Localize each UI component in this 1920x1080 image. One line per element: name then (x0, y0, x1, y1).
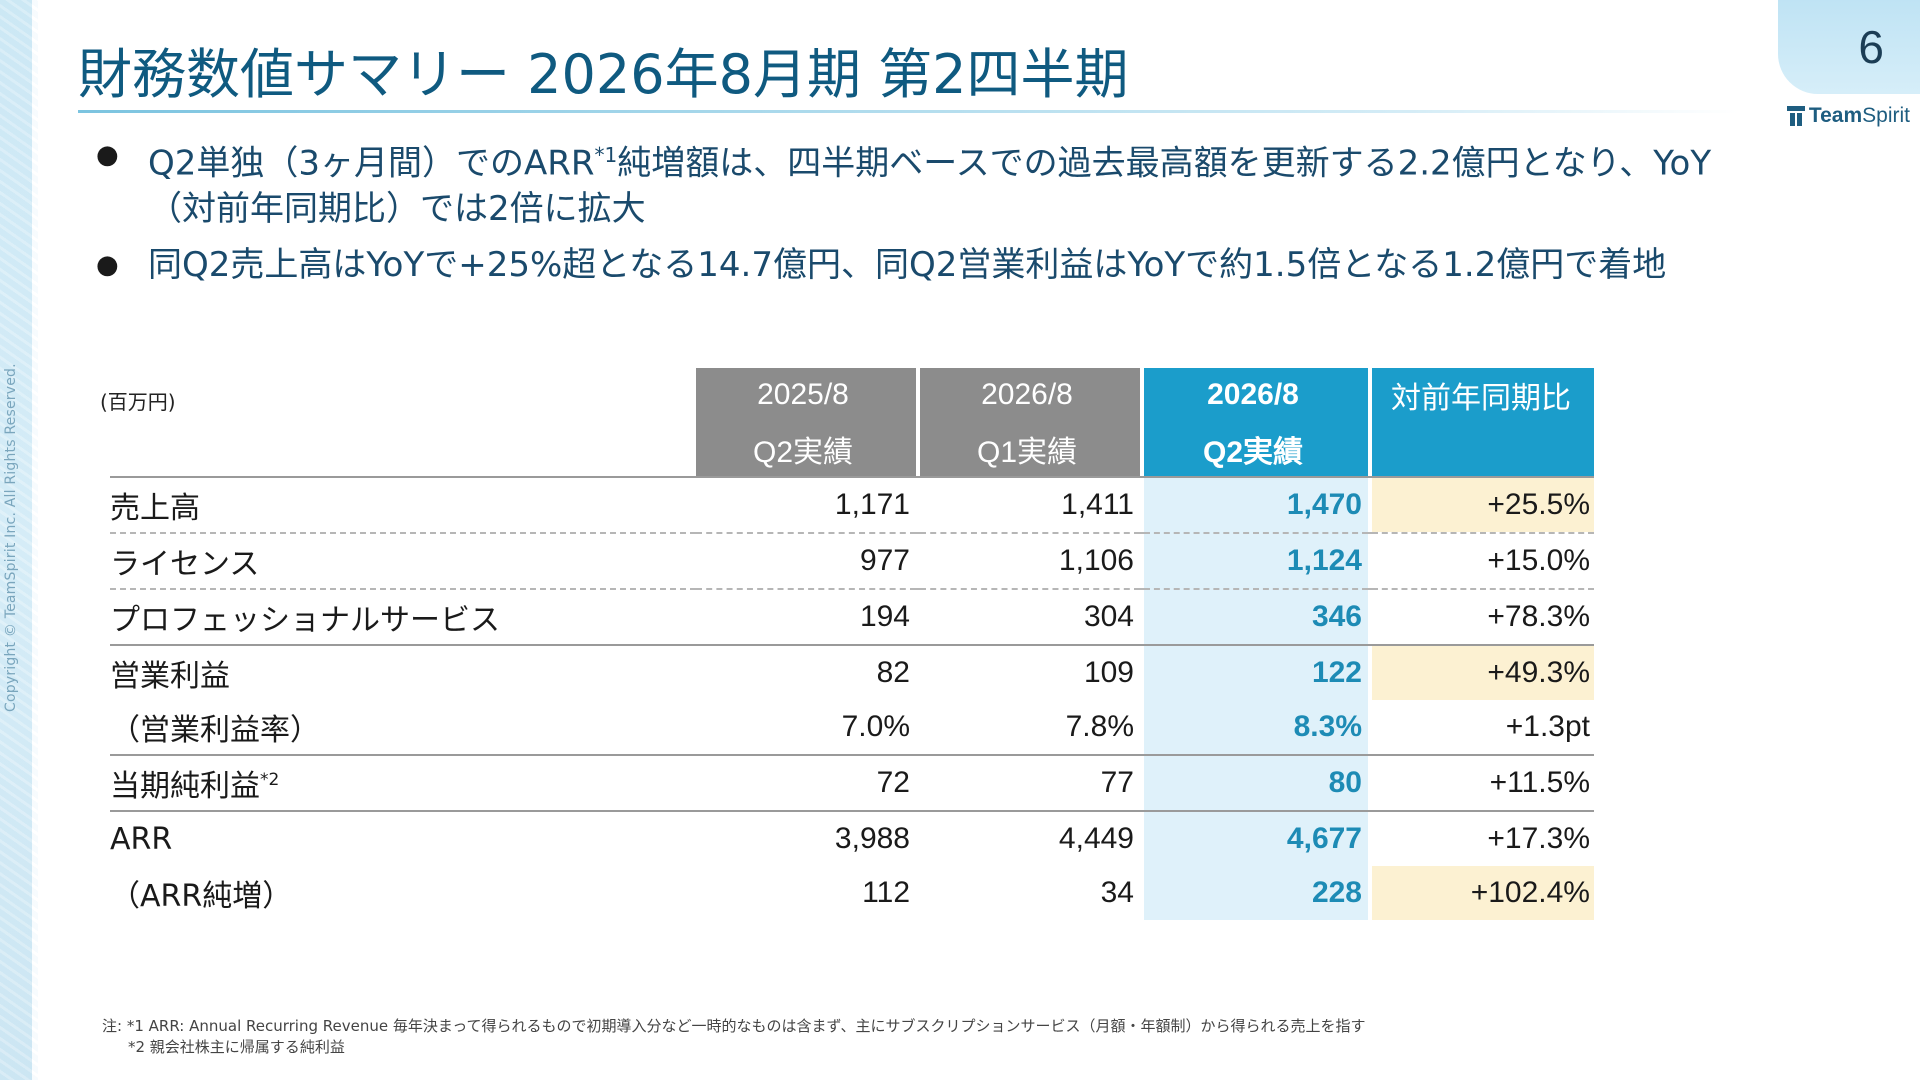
row-label: （ARR純増） (110, 879, 293, 914)
company-logo: TeamSpirit (1786, 104, 1910, 128)
cell-value: 4,449 (920, 810, 1140, 866)
copyright-text: Copyright © TeamSpirit Inc. All Rights R… (3, 363, 19, 712)
cell-value-current: 80 (1144, 754, 1368, 810)
cell-value-current: 346 (1144, 588, 1368, 644)
table-row: ライセンス 977 1,106 1,124 +15.0% (110, 532, 1594, 588)
table-row: 当期純利益*2 72 77 80 +11.5% (110, 754, 1594, 810)
bullet-item: ● 同Q2売上高はYoYで+25%超となる14.7億円、同Q2営業利益はYoYで… (96, 242, 1736, 288)
title-divider (78, 110, 1738, 113)
cell-value: 109 (920, 644, 1140, 700)
cell-value: 112 (862, 876, 910, 909)
row-label: ライセンス (110, 532, 696, 588)
page-title: 財務数値サマリー 2026年8月期 第2四半期 (78, 43, 1129, 106)
header-yoy-bottom (1372, 422, 1594, 476)
table-row: 売上高 1,171 1,411 1,470 +25.5% (110, 476, 1594, 532)
cell-yoy: +11.5% (1372, 754, 1594, 810)
cell-value: 194 (696, 588, 916, 644)
footnote-1: 注: *1 ARR: Annual Recurring Revenue 毎年決ま… (102, 1017, 1366, 1035)
cell-yoy: +102.4% (1372, 866, 1594, 920)
cell-value: 304 (920, 588, 1140, 644)
cell-yoy: +15.0% (1372, 532, 1594, 588)
cell-yoy: +1.3pt (1505, 710, 1590, 743)
cell-yoy: +78.3% (1372, 588, 1594, 644)
header-col2-bottom: Q1実績 (920, 422, 1140, 476)
cell-value: 82 (696, 644, 916, 700)
row-label: ARR (110, 810, 696, 866)
cell-value-current: 4,677 (1144, 810, 1368, 866)
bullet-dot-icon: ● (96, 140, 119, 170)
financial-table: 2025/8 2026/8 2026/8 対前年同期比 Q2実績 Q1実績 Q2… (110, 368, 1594, 920)
unit-label: (百万円) (100, 390, 176, 414)
row-label: 売上高 (110, 476, 696, 532)
table-header-row: Q2実績 Q1実績 Q2実績 (110, 422, 1594, 476)
cell-value-current: 228 (1144, 866, 1368, 920)
table-row: ARR 3,988 4,449 4,677 +17.3% (110, 810, 1594, 866)
footnote-2: *2 親会社株主に帰属する純利益 (128, 1038, 345, 1056)
row-label: プロフェッショナルサービス (110, 588, 696, 644)
bullet-text: 同Q2売上高はYoYで+25%超となる14.7億円、同Q2営業利益はYoYで約1… (148, 245, 1667, 286)
cell-value: 1,106 (920, 532, 1140, 588)
cell-value: 72 (696, 754, 916, 810)
cell-value: 34 (1100, 876, 1134, 909)
table-row: （営業利益率） 7.0% 7.8% 8.3% +1.3pt (110, 700, 1594, 754)
header-col2-top: 2026/8 (920, 368, 1140, 422)
cell-value-current: 8.3% (1144, 700, 1368, 754)
cell-yoy: +17.3% (1372, 810, 1594, 866)
logo-mark-icon (1786, 106, 1805, 126)
cell-value: 1,171 (696, 476, 916, 532)
header-col1-bottom: Q2実績 (696, 422, 916, 476)
cell-value: 7.0% (841, 710, 910, 743)
header-yoy: 対前年同期比 (1372, 368, 1594, 422)
bullet-dot-icon: ● (96, 250, 119, 281)
header-col3-top: 2026/8 (1144, 368, 1368, 422)
cell-value: 1,411 (920, 476, 1140, 532)
table-header-row: 2025/8 2026/8 2026/8 対前年同期比 (110, 368, 1594, 422)
watermark-pattern (0, 0, 38, 1080)
header-col1-top: 2025/8 (696, 368, 916, 422)
cell-value-current: 1,470 (1144, 476, 1368, 532)
logo-text: TeamSpirit (1808, 104, 1910, 127)
bullet-list: ● Q2単独（3ヶ月間）でのARR*1純増額は、四半期ベースでの過去最高額を更新… (96, 132, 1736, 298)
table-row: （ARR純増） 112 34 228 +102.4% (110, 866, 1594, 920)
header-col3-bottom: Q2実績 (1144, 422, 1368, 476)
cell-value-current: 122 (1144, 644, 1368, 700)
cell-value-current: 1,124 (1144, 532, 1368, 588)
row-label: （営業利益率） (110, 713, 320, 748)
table-row: 営業利益 82 109 122 +49.3% (110, 644, 1594, 700)
row-label: 営業利益 (110, 644, 696, 700)
side-band (0, 0, 38, 1080)
bullet-item: ● Q2単独（3ヶ月間）でのARR*1純増額は、四半期ベースでの過去最高額を更新… (96, 132, 1736, 232)
footnotes: 注: *1 ARR: Annual Recurring Revenue 毎年決ま… (102, 1016, 1365, 1058)
cell-value: 3,988 (696, 810, 916, 866)
cell-value: 77 (920, 754, 1140, 810)
cell-yoy: +25.5% (1372, 476, 1594, 532)
cell-value: 977 (696, 532, 916, 588)
page-number-tab (1778, 0, 1920, 94)
table-row: プロフェッショナルサービス 194 304 346 +78.3% (110, 588, 1594, 644)
cell-yoy: +49.3% (1372, 644, 1594, 700)
page-number: 6 (1858, 21, 1884, 73)
cell-value: 7.8% (1065, 710, 1134, 743)
bullet-text: Q2単独（3ヶ月間）でのARR*1純増額は、四半期ベースでの過去最高額を更新する… (148, 143, 1712, 230)
row-label: 当期純利益*2 (110, 754, 696, 810)
